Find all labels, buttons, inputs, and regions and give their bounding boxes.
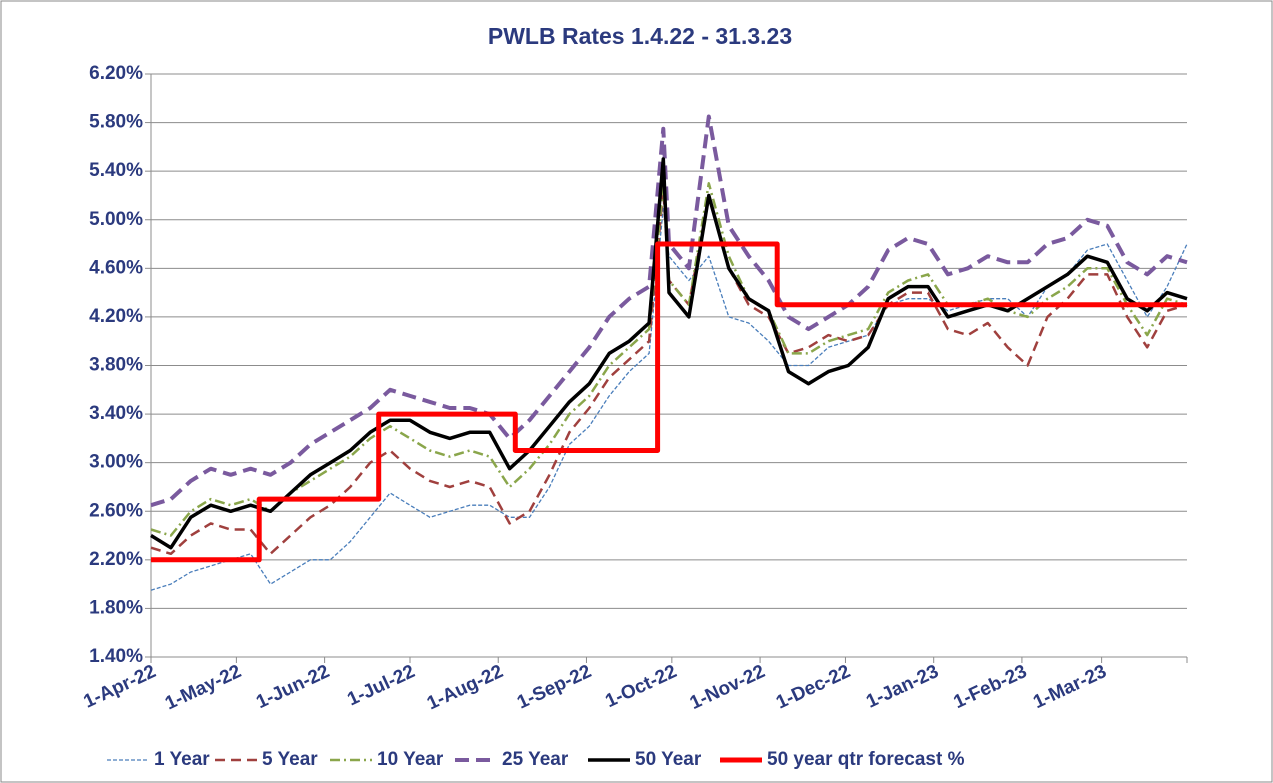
legend-label: 10 Year <box>377 749 444 770</box>
series-line <box>151 241 1187 563</box>
y-tick-label: 1.80% <box>89 597 143 618</box>
legend-label: 25 Year <box>502 749 569 770</box>
y-tick-label: 4.20% <box>89 306 143 327</box>
y-tick-label: 3.80% <box>89 355 143 376</box>
legend-label: 50 year qtr forecast % <box>767 749 965 770</box>
legend-label: 5 Year <box>262 749 318 770</box>
y-tick-label: 1.40% <box>89 646 143 667</box>
y-tick-label: 5.00% <box>89 209 143 230</box>
series-line <box>150 157 1188 550</box>
y-tick-label: 2.60% <box>89 500 143 521</box>
legend-label: 1 Year <box>154 749 210 770</box>
y-tick-label: 4.60% <box>89 257 143 278</box>
y-tick-label: 5.40% <box>89 160 143 181</box>
y-tick-label: 2.20% <box>89 549 143 570</box>
y-tick-label: 6.20% <box>89 63 143 84</box>
chart-title: PWLB Rates 1.4.22 - 31.3.23 <box>488 23 792 49</box>
legend-label: 50 Year <box>635 749 702 770</box>
y-tick-label: 5.80% <box>89 112 143 133</box>
y-tick-label: 3.00% <box>89 452 143 473</box>
series-line <box>150 206 1188 591</box>
y-tick-label: 3.40% <box>89 403 143 424</box>
